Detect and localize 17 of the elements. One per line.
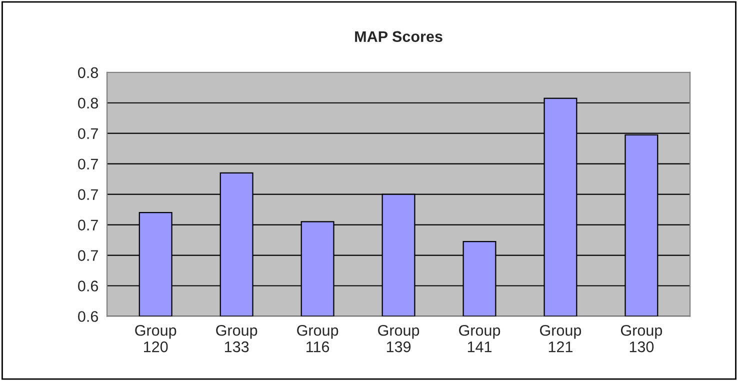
y-tick-label: 0.6	[78, 280, 98, 292]
y-tick-label: 0.7	[78, 158, 98, 170]
y-tick-label: 0.8	[78, 98, 98, 109]
y-tick-label: 0.6	[78, 311, 98, 322]
y-tick-label: 0.7	[78, 189, 98, 200]
chart-title: MAP Scores	[355, 31, 442, 42]
x-tick-label: Group 133	[216, 324, 258, 352]
x-tick-label: Group 121	[540, 324, 582, 352]
x-tick-label: Group 120	[135, 324, 176, 352]
y-tick-label: 0.7	[78, 250, 98, 261]
x-tick-label: Group 116	[297, 324, 338, 352]
x-tick-label: Group 139	[378, 324, 420, 352]
x-tick-label: Group 141	[459, 324, 500, 352]
y-tick-label: 0.8	[78, 67, 98, 78]
x-tick-label: Group 130	[620, 324, 662, 352]
y-tick-label: 0.7	[78, 220, 98, 230]
y-tick-label: 0.7	[78, 128, 98, 140]
